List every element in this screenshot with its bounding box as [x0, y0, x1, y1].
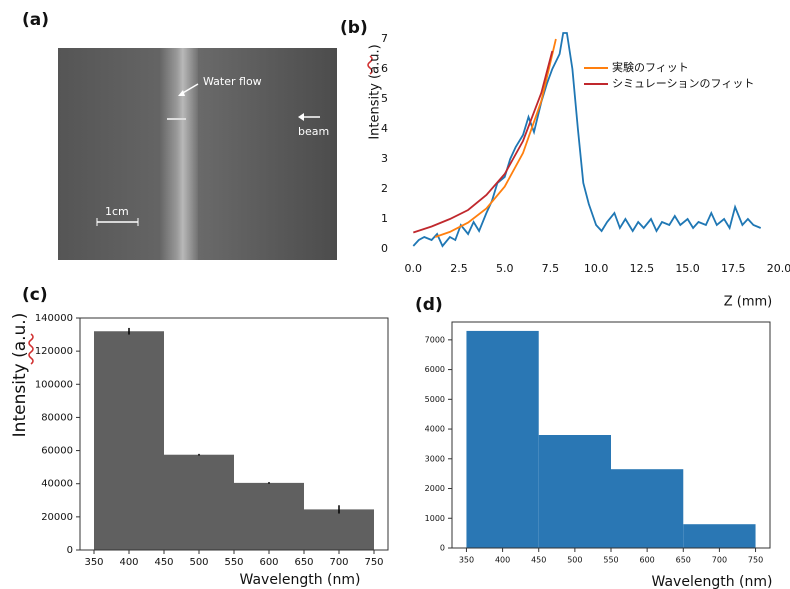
x-tick-label: 7.5 — [542, 262, 560, 275]
y-tick-label: 0 — [440, 544, 445, 553]
x-tick-label: 550 — [603, 556, 618, 565]
annotation: Water flow — [203, 75, 262, 88]
x-tick-label: 550 — [224, 557, 243, 568]
annotation: beam — [298, 125, 329, 138]
bar — [164, 454, 234, 550]
y-tick-label: 1 — [381, 212, 388, 225]
y-tick-label: 2000 — [425, 484, 445, 493]
y-tick-label: 140000 — [35, 313, 73, 324]
squiggle — [367, 55, 373, 75]
bar — [466, 330, 539, 548]
panel-label: (c) — [22, 285, 48, 305]
x-tick-label: 10.0 — [584, 262, 609, 275]
y-tick-label: 7 — [381, 32, 388, 45]
x-tick-label: 650 — [676, 556, 691, 565]
annotation: 1cm — [105, 205, 129, 218]
series-line — [412, 32, 762, 248]
series-line — [434, 38, 557, 238]
panel-label: (a) — [22, 10, 49, 30]
x-tick-label: 400 — [495, 556, 510, 565]
y-tick-label: 60000 — [41, 446, 73, 457]
y-tick-label: 4000 — [425, 425, 445, 434]
x-tick-label: 700 — [712, 556, 727, 565]
x-axis-label: Wavelength (nm) — [240, 572, 361, 588]
y-tick-label: 6000 — [425, 365, 445, 374]
y-tick-label: 2 — [381, 182, 388, 195]
x-tick-label: 2.5 — [450, 262, 468, 275]
x-tick-label: 600 — [259, 557, 278, 568]
series-line — [413, 50, 554, 234]
y-tick-label: 4 — [381, 122, 388, 135]
x-tick-label: 20.0 — [767, 262, 790, 275]
bar — [304, 509, 374, 550]
x-tick-label: 17.5 — [721, 262, 746, 275]
y-tick-label: 120000 — [35, 346, 73, 357]
y-tick-label: 0 — [381, 242, 388, 255]
x-tick-label: 500 — [567, 556, 582, 565]
y-tick-label: 7000 — [425, 335, 445, 344]
axes-frame — [79, 317, 389, 551]
x-tick-label: 750 — [364, 557, 383, 568]
arrow-head — [298, 113, 304, 121]
panel-label: (d) — [415, 295, 443, 315]
y-tick-label: 40000 — [41, 479, 73, 490]
legend-label: 実験のフィット — [612, 60, 689, 74]
y-tick-label: 5 — [381, 92, 388, 105]
x-tick-label: 15.0 — [675, 262, 700, 275]
bar — [538, 435, 611, 548]
x-tick-label: 650 — [294, 557, 313, 568]
x-axis-label: Wavelength (nm) — [652, 574, 773, 589]
y-tick-label: 3000 — [425, 454, 445, 463]
y-tick-label: 80000 — [41, 412, 73, 423]
x-tick-label: 450 — [531, 556, 546, 565]
bar — [611, 469, 684, 548]
y-tick-label: 6 — [381, 62, 388, 75]
bar — [94, 331, 164, 550]
x-tick-label: 0.0 — [405, 262, 423, 275]
legend-label: シミュレーションのフィット — [612, 77, 754, 90]
y-tick-label: 1000 — [425, 514, 445, 523]
axes-frame — [451, 321, 771, 549]
x-tick-label: 12.5 — [630, 262, 655, 275]
y-axis-label: Intensity (a.u.) — [368, 44, 383, 139]
y-axis-label: Intensity (a.u.) — [10, 313, 30, 438]
x-axis-label: Z (mm) — [724, 295, 773, 310]
x-tick-label: 400 — [119, 557, 138, 568]
squiggle — [28, 333, 34, 365]
x-tick-label: 5.0 — [496, 262, 514, 275]
arrow — [180, 83, 199, 95]
y-tick-label: 100000 — [35, 379, 73, 390]
arrow-head — [178, 90, 185, 96]
x-tick-label: 600 — [639, 556, 654, 565]
x-tick-label: 750 — [748, 556, 763, 565]
x-tick-label: 350 — [459, 556, 474, 565]
y-tick-label: 0 — [67, 545, 73, 556]
x-tick-label: 700 — [329, 557, 348, 568]
bar — [234, 482, 304, 550]
x-tick-label: 350 — [84, 557, 103, 568]
water-jet — [160, 48, 198, 260]
panel-label: (b) — [340, 18, 368, 38]
y-tick-label: 5000 — [425, 395, 445, 404]
y-tick-label: 20000 — [41, 512, 73, 523]
y-tick-label: 3 — [381, 152, 388, 165]
x-tick-label: 500 — [189, 557, 208, 568]
x-tick-label: 450 — [154, 557, 173, 568]
bar — [683, 524, 756, 548]
